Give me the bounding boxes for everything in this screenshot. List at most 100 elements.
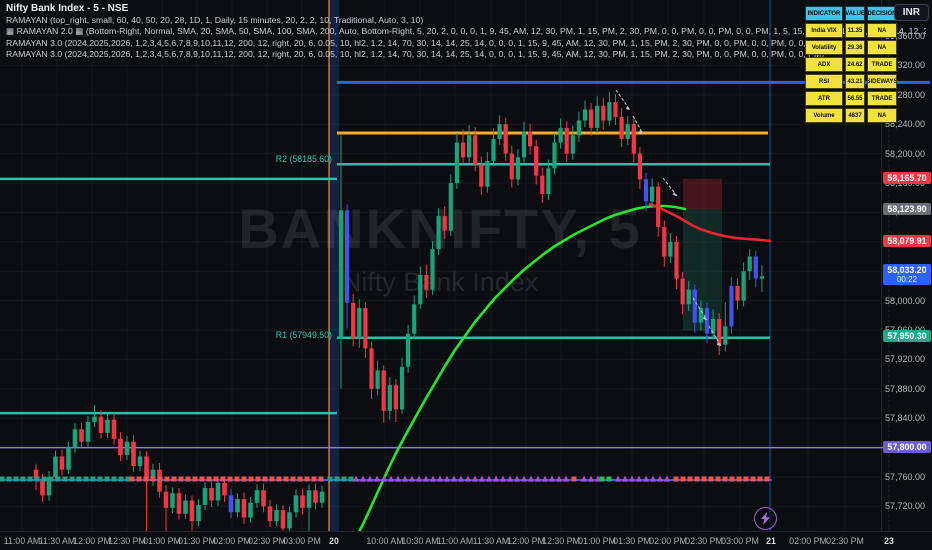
candle-body — [338, 210, 344, 339]
time-axis-label[interactable]: 11:30 AM — [472, 536, 510, 546]
signal-square — [171, 476, 177, 482]
candle-body — [144, 456, 149, 481]
time-axis-label[interactable]: 10:00 AM — [366, 536, 404, 546]
candle-body — [729, 285, 734, 327]
signal-square — [255, 476, 261, 482]
time-axis-label[interactable]: 02:30 PM — [248, 536, 286, 546]
signal-triangle — [663, 475, 671, 482]
candle-body — [448, 183, 453, 231]
time-axis-label[interactable]: 11:30 AM — [38, 536, 76, 546]
signal-triangle — [580, 475, 588, 482]
candle-body — [552, 142, 557, 169]
candle-body — [66, 447, 71, 470]
time-axis-label[interactable]: 02:00 PM — [789, 536, 827, 546]
time-axis-label[interactable]: 03:00 PM — [283, 536, 321, 546]
arrow-annotation-head — [703, 316, 707, 320]
signal-square — [348, 476, 354, 482]
candle-body — [546, 168, 551, 195]
signal-triangle — [614, 475, 622, 482]
candle-body — [209, 488, 214, 501]
signal-square — [62, 476, 68, 482]
candle-body — [753, 256, 758, 279]
candle-body — [46, 477, 52, 496]
signal-square — [104, 476, 110, 482]
candle-body — [176, 493, 182, 514]
time-axis-label[interactable]: 12:30 PM — [542, 536, 580, 546]
price-axis-label: 57,920.00 — [885, 354, 926, 365]
candle-body — [254, 490, 260, 503]
time-axis-label[interactable]: 12:30 PM — [108, 536, 146, 546]
time-axis-label[interactable]: 11:00 AM — [436, 536, 474, 546]
time-axis-label[interactable]: 02:30 PM — [685, 536, 723, 546]
time-axis-label[interactable]: 02:00 PM — [213, 536, 251, 546]
candle-body — [735, 285, 740, 301]
arrow-annotation-head — [717, 342, 721, 346]
indicator-name-cell: ATR — [805, 91, 843, 106]
price-axis-label: 58,000.00 — [885, 295, 926, 306]
signal-triangle — [520, 475, 528, 482]
candle-body — [741, 271, 746, 301]
green-ma-curve[interactable] — [345, 204, 687, 531]
candle-body — [163, 491, 169, 508]
position-risk-box — [683, 178, 722, 210]
signal-square — [248, 476, 254, 482]
signal-square — [750, 476, 756, 482]
candle-body — [300, 495, 305, 508]
candle-body — [274, 510, 279, 522]
time-axis-label[interactable]: 11:00 AM — [3, 536, 41, 546]
price-axis-border[interactable] — [881, 0, 882, 531]
price-axis-label: 57,760.00 — [885, 472, 926, 483]
candle-body — [582, 109, 588, 121]
candle-body — [442, 216, 447, 231]
candle-body — [124, 441, 130, 455]
signal-triangle — [555, 475, 563, 482]
time-axis-label[interactable]: 23 — [884, 536, 894, 546]
candle-body — [662, 227, 667, 257]
arrow-annotation — [632, 115, 644, 135]
candle-body — [189, 500, 195, 522]
candle-body — [248, 502, 253, 518]
signal-square — [687, 476, 693, 482]
signal-triangle — [436, 475, 444, 482]
signal-square — [136, 476, 142, 482]
chart-canvas[interactable] — [0, 0, 932, 531]
time-axis-label[interactable]: 03:00 PM — [721, 536, 759, 546]
table-header-cell: INDICATOR — [805, 6, 843, 21]
time-axis-label[interactable]: 01:30 PM — [613, 536, 651, 546]
time-axis-label[interactable]: 01:00 PM — [143, 536, 181, 546]
time-axis-label[interactable]: 21 — [766, 536, 776, 546]
candle-body — [357, 307, 362, 339]
time-axis-label[interactable]: 02:30 PM — [826, 536, 864, 546]
signal-triangle — [621, 475, 629, 482]
time-axis-label[interactable]: 02:00 PM — [649, 536, 687, 546]
currency-toggle-button[interactable]: INR — [893, 4, 929, 21]
time-axis-border[interactable] — [0, 531, 932, 532]
time-axis-label[interactable]: 20 — [329, 536, 339, 546]
candle-body — [674, 241, 679, 279]
candle-body — [150, 469, 156, 481]
time-axis-label[interactable]: 10:30 AM — [401, 536, 439, 546]
red-ma-curve[interactable] — [648, 202, 772, 243]
candle-body — [85, 421, 91, 442]
candle-body — [619, 116, 624, 139]
candle-body — [503, 124, 508, 154]
time-axis-label[interactable]: 12:00 PM — [73, 536, 111, 546]
price-axis-label: 57,720.00 — [885, 501, 926, 512]
time-axis-label[interactable]: 12:00 PM — [507, 536, 545, 546]
signal-square — [90, 476, 96, 482]
candle-body — [363, 307, 368, 349]
candle-body — [59, 456, 65, 470]
signal-square — [143, 476, 149, 482]
signal-triangle — [506, 475, 514, 482]
candle-body — [656, 186, 661, 228]
indicator-name-cell: ADX — [805, 57, 843, 72]
candle-body — [345, 210, 350, 303]
signal-triangle — [499, 475, 507, 482]
candle-body — [369, 348, 374, 389]
lightning-button[interactable] — [754, 507, 777, 530]
signal-square — [227, 476, 233, 482]
signal-triangle — [628, 475, 636, 482]
time-axis-label[interactable]: 01:30 PM — [178, 536, 216, 546]
time-axis-label[interactable]: 01:00 PM — [578, 536, 616, 546]
signal-triangle — [562, 475, 570, 482]
